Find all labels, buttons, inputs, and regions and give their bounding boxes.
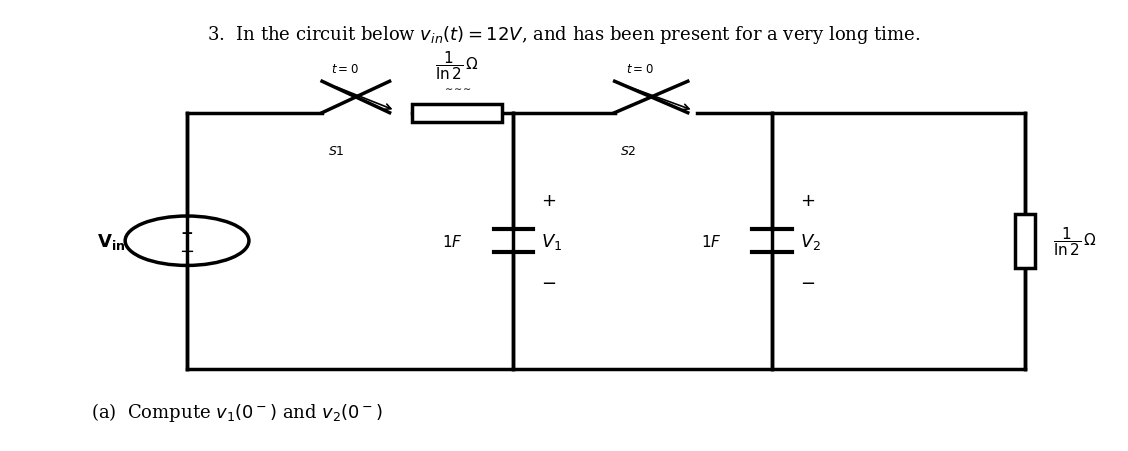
Text: $1F$: $1F$ bbox=[442, 233, 462, 249]
Text: $\sim\!\!\sim\!\!\sim$: $\sim\!\!\sim\!\!\sim$ bbox=[443, 82, 472, 92]
Text: $-$: $-$ bbox=[541, 272, 556, 290]
Text: +: + bbox=[180, 226, 193, 240]
Text: $\dfrac{1}{\ln 2}\,\Omega$: $\dfrac{1}{\ln 2}\,\Omega$ bbox=[435, 49, 479, 82]
Text: $\dfrac{1}{\ln 2}\,\Omega$: $\dfrac{1}{\ln 2}\,\Omega$ bbox=[1054, 225, 1098, 258]
Text: $t=0$: $t=0$ bbox=[331, 62, 359, 75]
Text: $S2$: $S2$ bbox=[620, 145, 637, 158]
Text: $+$: $+$ bbox=[541, 192, 556, 210]
Text: (a)  Compute $v_1(0^-)$ and $v_2(0^-)$: (a) Compute $v_1(0^-)$ and $v_2(0^-)$ bbox=[91, 400, 384, 423]
FancyBboxPatch shape bbox=[412, 105, 502, 122]
Text: $1F$: $1F$ bbox=[700, 233, 722, 249]
Text: 3.  In the circuit below $v_{in}(t) = 12V$, and has been present for a very long: 3. In the circuit below $v_{in}(t) = 12V… bbox=[208, 24, 920, 46]
Text: $V_2$: $V_2$ bbox=[800, 231, 821, 251]
Text: $\mathbf{V_{in}}$: $\mathbf{V_{in}}$ bbox=[97, 231, 125, 251]
Text: $S1$: $S1$ bbox=[328, 145, 344, 158]
Text: $t=0$: $t=0$ bbox=[626, 62, 654, 75]
FancyBboxPatch shape bbox=[1015, 214, 1036, 268]
Text: $-$: $-$ bbox=[800, 272, 816, 290]
Text: $V_1$: $V_1$ bbox=[541, 231, 563, 251]
Text: $+$: $+$ bbox=[800, 192, 816, 210]
Text: −: − bbox=[179, 242, 195, 260]
